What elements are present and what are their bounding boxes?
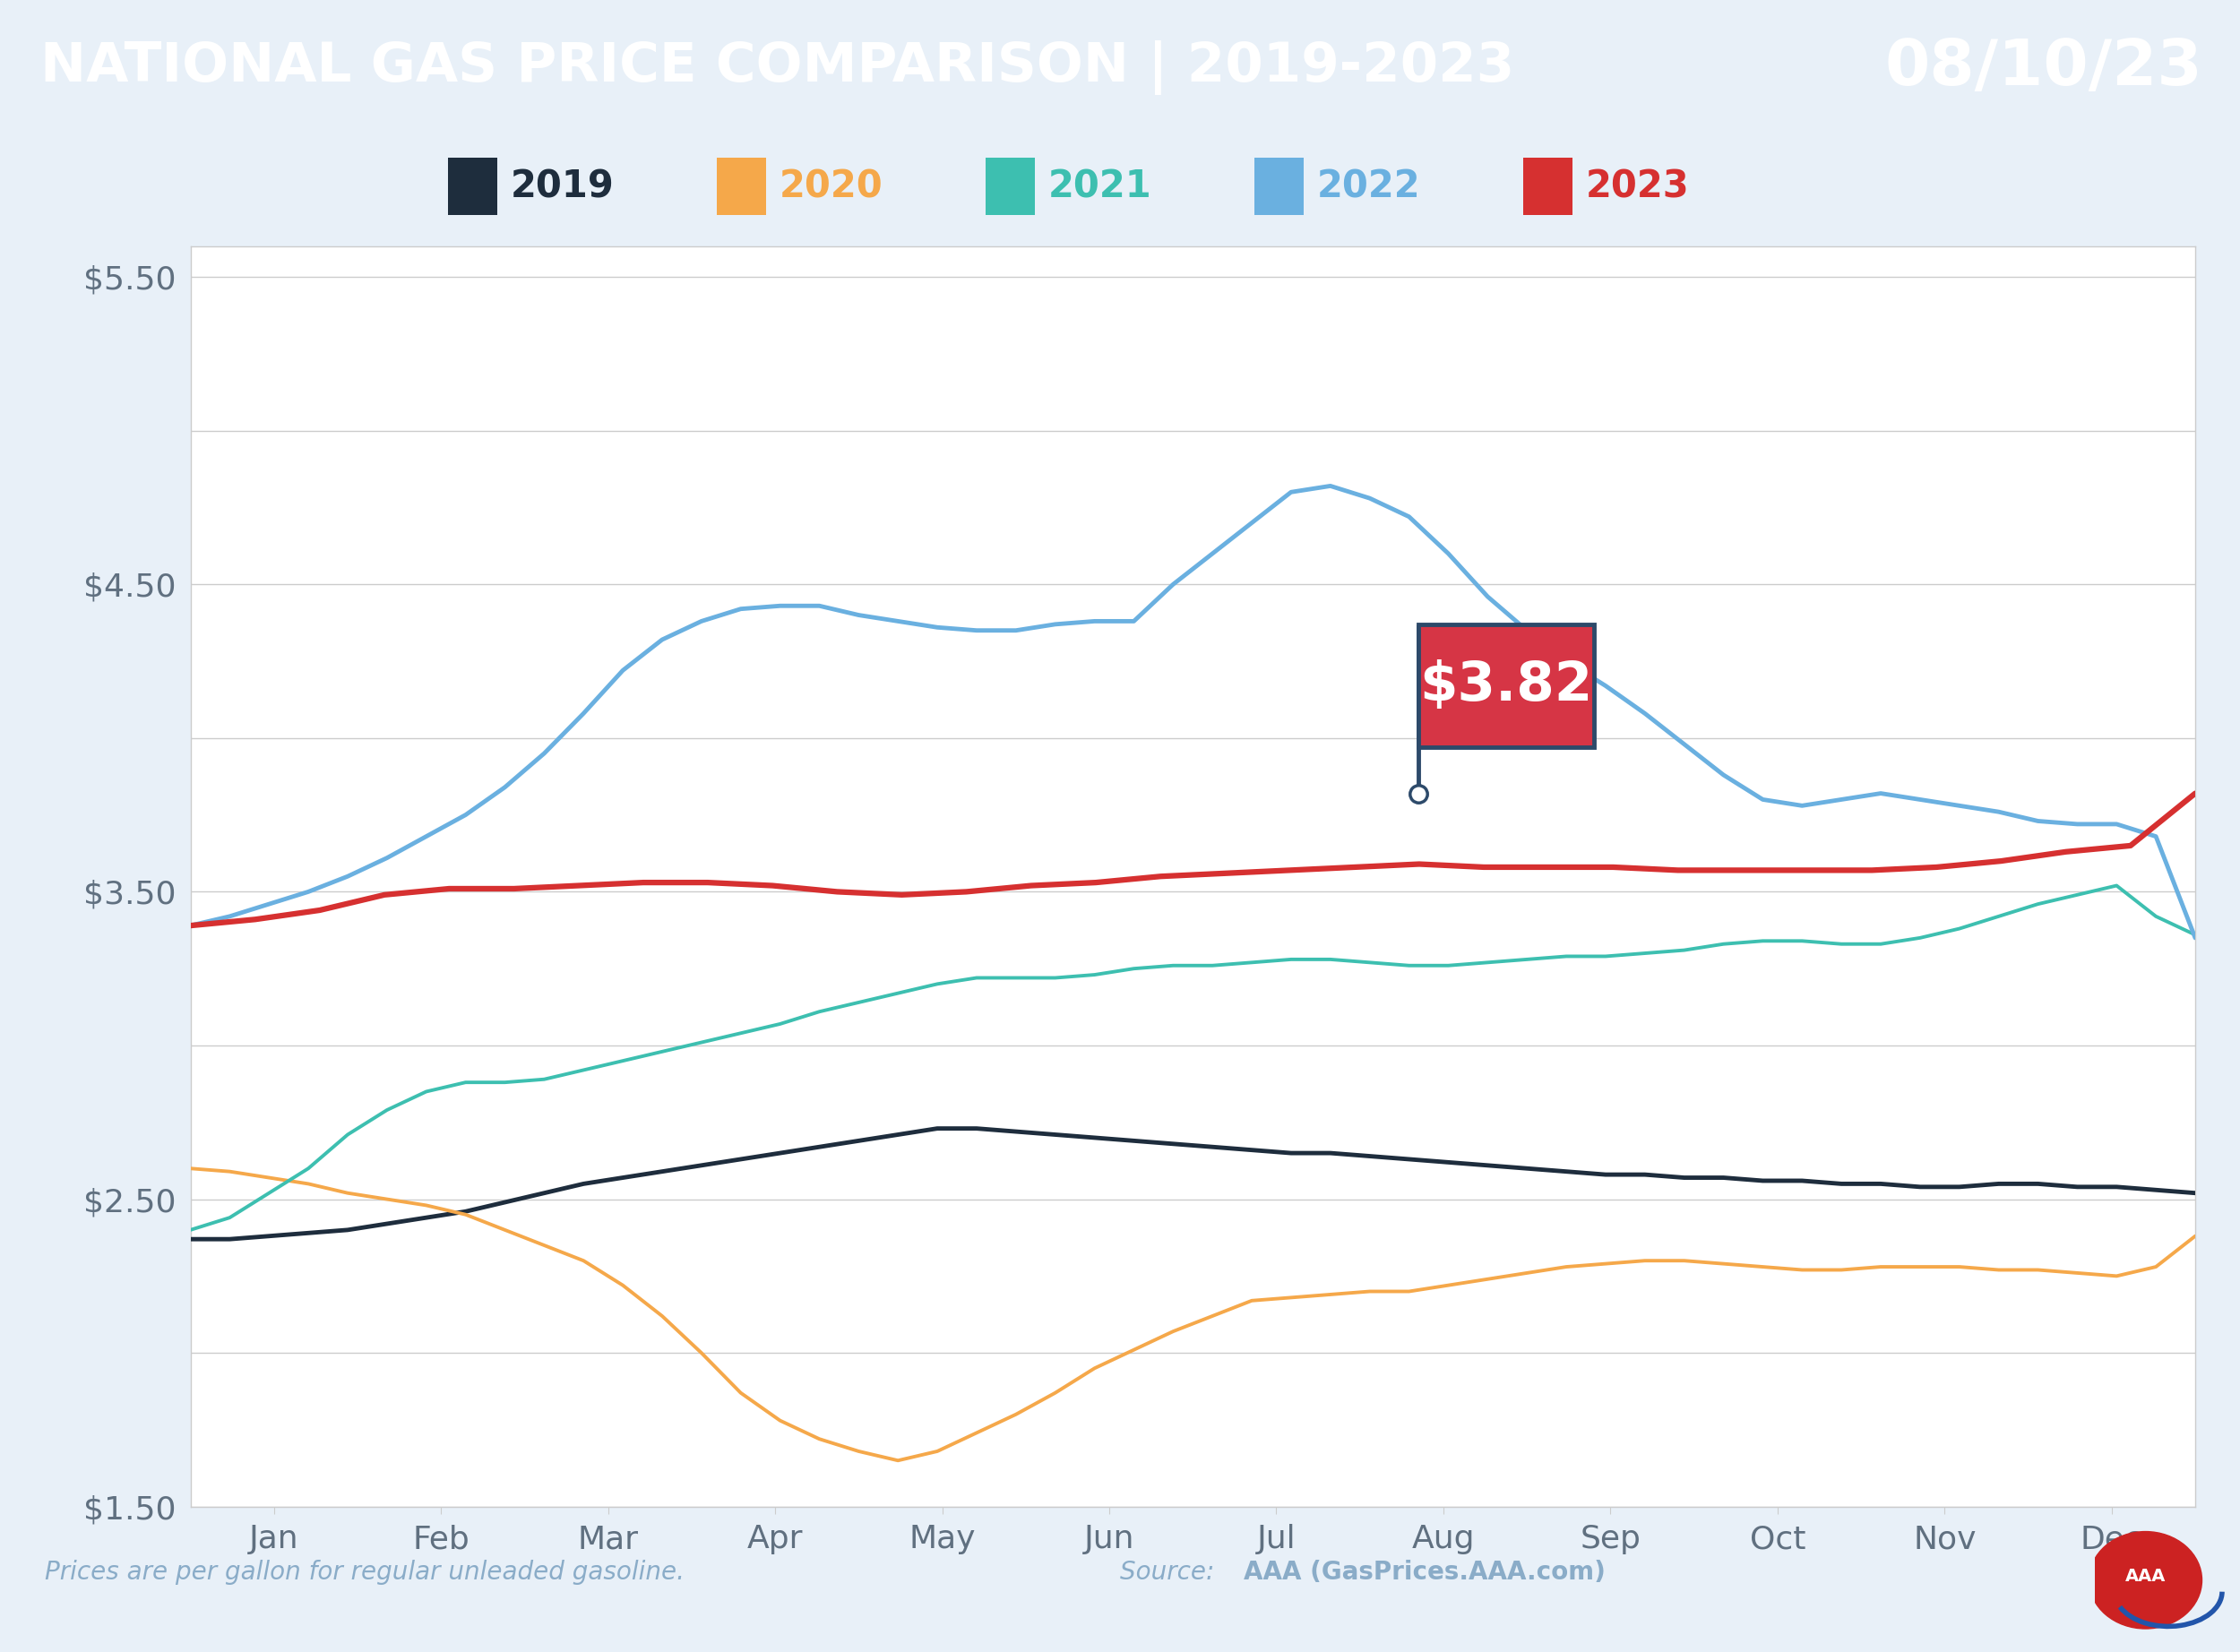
- FancyBboxPatch shape: [986, 159, 1035, 215]
- Text: Source:: Source:: [1120, 1559, 1223, 1584]
- Text: 08/10/23: 08/10/23: [1886, 36, 2202, 99]
- Circle shape: [2090, 1531, 2202, 1629]
- Text: $3.82: $3.82: [1420, 659, 1593, 712]
- Text: 2020: 2020: [780, 169, 883, 205]
- Text: AAA: AAA: [2126, 1568, 2166, 1586]
- Text: 2023: 2023: [1586, 169, 1689, 205]
- Text: NATIONAL GAS PRICE COMPARISON | 2019-2023: NATIONAL GAS PRICE COMPARISON | 2019-202…: [40, 40, 1514, 96]
- FancyBboxPatch shape: [448, 159, 497, 215]
- Text: 2019: 2019: [511, 169, 614, 205]
- FancyBboxPatch shape: [1254, 159, 1304, 215]
- FancyBboxPatch shape: [1523, 159, 1572, 215]
- Text: 2022: 2022: [1317, 169, 1420, 205]
- FancyBboxPatch shape: [717, 159, 766, 215]
- Text: 2021: 2021: [1048, 169, 1151, 205]
- FancyBboxPatch shape: [1418, 624, 1595, 747]
- Text: Prices are per gallon for regular unleaded gasoline.: Prices are per gallon for regular unlead…: [45, 1559, 685, 1584]
- Text: AAA (GasPrices.AAA.com): AAA (GasPrices.AAA.com): [1243, 1559, 1606, 1584]
